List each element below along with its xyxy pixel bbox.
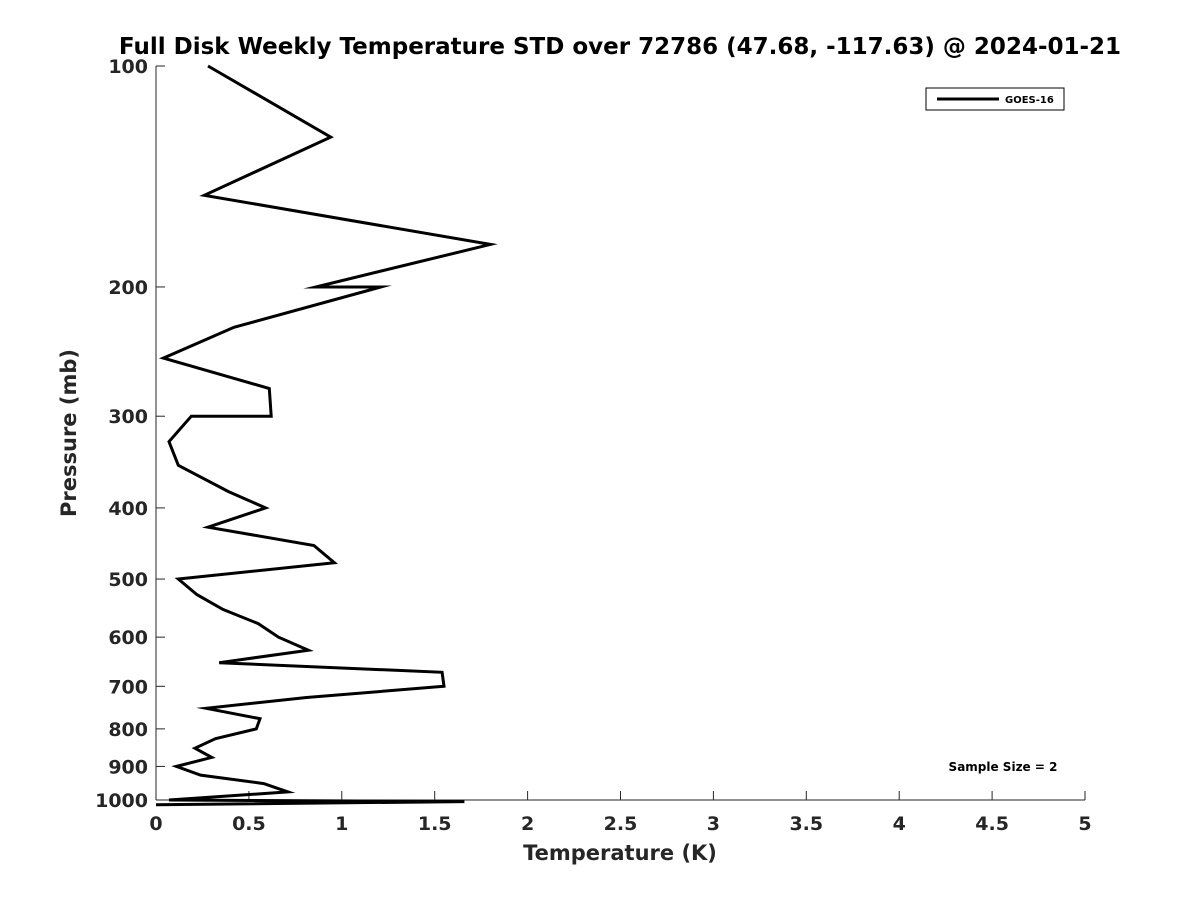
y-axis-ticks: 100 200 300 400 500 600 700 800 900 1000 (95, 56, 165, 812)
x-tick-label: 0 (149, 813, 162, 835)
x-tick-label: 2.5 (604, 813, 638, 835)
x-tick-label: 4.5 (975, 813, 1009, 835)
x-tick-label: 1.5 (418, 813, 452, 835)
y-tick-label: 1000 (95, 790, 148, 812)
legend-label: GOES-16 (1005, 95, 1054, 106)
x-tick-label: 5 (1078, 813, 1091, 835)
x-tick-label: 1 (335, 813, 348, 835)
x-tick-label: 0.5 (232, 813, 266, 835)
y-tick-label: 900 (108, 756, 148, 778)
chart-title: Full Disk Weekly Temperature STD over 72… (119, 34, 1121, 60)
y-tick-label: 500 (108, 569, 148, 591)
y-tick-label: 300 (108, 406, 148, 428)
y-tick-label: 200 (108, 277, 148, 299)
series-line-goes-16 (155, 64, 498, 807)
y-axis-label: Pressure (mb) (57, 349, 81, 517)
x-tick-label: 3 (707, 813, 720, 835)
legend: GOES-16 (925, 87, 1065, 111)
x-axis-ticks: 0 0.5 1 1.5 2 2.5 3 3.5 4 4.5 5 (149, 791, 1092, 835)
y-tick-label: 600 (108, 627, 148, 649)
x-tick-label: 2 (521, 813, 534, 835)
x-tick-label: 3.5 (789, 813, 823, 835)
x-axis-label: Temperature (K) (523, 841, 717, 865)
y-tick-label: 700 (108, 676, 148, 698)
plot-area (155, 64, 498, 807)
x-tick-label: 4 (893, 813, 906, 835)
y-tick-label: 100 (108, 56, 148, 78)
y-tick-label: 800 (108, 719, 148, 741)
y-tick-label: 400 (108, 498, 148, 520)
sample-size-annotation: Sample Size = 2 (949, 760, 1058, 774)
plot-axes (155, 66, 1085, 801)
